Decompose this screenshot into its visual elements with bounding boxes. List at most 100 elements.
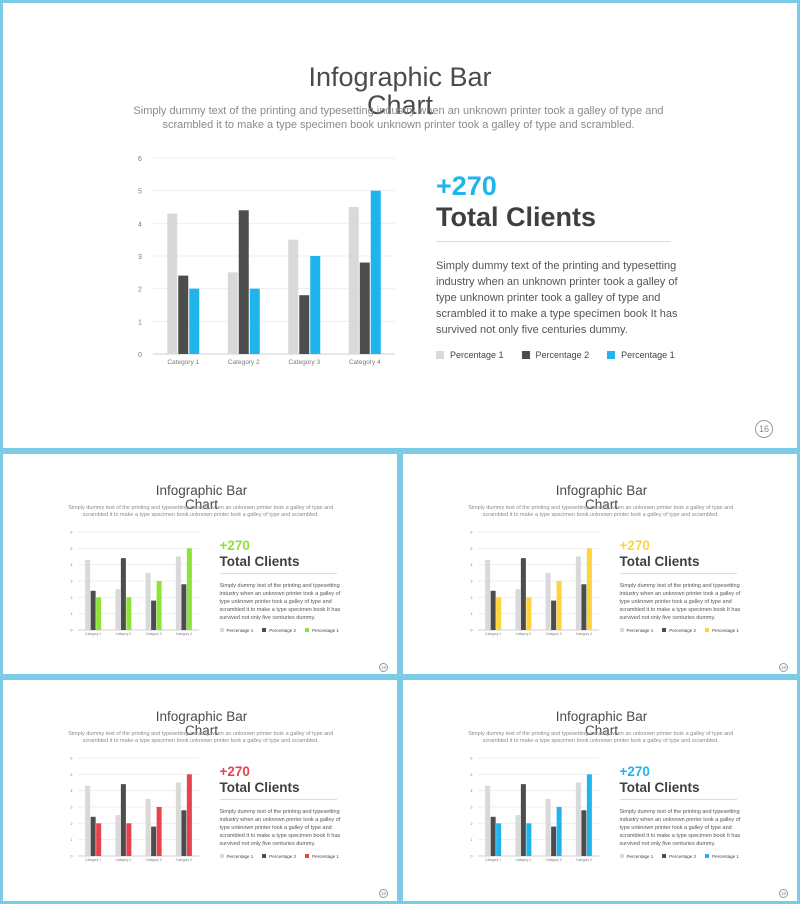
bar-chart: 0 1 2 3 4 5 6 Category 1 Category 2 Category 3 Cat…	[471, 756, 599, 862]
legend-item: Percentage 2	[262, 854, 296, 859]
y-tick-label: 6	[471, 530, 473, 534]
bar	[581, 583, 587, 630]
bar	[151, 826, 157, 856]
bar	[85, 559, 91, 630]
bar	[586, 547, 592, 630]
bar	[496, 596, 502, 630]
bar	[545, 798, 551, 856]
chart-legend: Percentage 1 Percentage 2 Percentage 1	[219, 853, 339, 859]
legend-swatch	[521, 351, 530, 359]
x-tick-label: Category 3	[546, 632, 562, 636]
x-tick-label: Category 3	[546, 858, 562, 862]
legend-label: Percentage 2	[669, 853, 697, 859]
legend-label: Percentage 2	[535, 350, 590, 360]
bar	[151, 600, 157, 630]
bar-chart: 0 1 2 3 4 5 6 Category 1 Category 2 Category 3 Cat…	[471, 530, 599, 636]
bar	[515, 814, 521, 856]
divider	[219, 573, 337, 574]
legend-swatch	[436, 351, 444, 359]
legend-item: Percentage 1	[219, 628, 253, 633]
bar	[496, 822, 502, 856]
slide-title: Infographic Bar Chart	[555, 483, 648, 513]
chart-legend: Percentage 1 Percentage 2 Percentage 1	[619, 854, 739, 859]
bar	[175, 556, 181, 630]
bar	[186, 773, 192, 856]
slide-description: Simply dummy text of the printing and ty…	[468, 504, 734, 518]
stat-title: Total Clients	[219, 779, 300, 795]
bar	[485, 785, 491, 856]
slide-5: Infographic Bar Chart Simply dummy text o…	[400, 677, 800, 904]
bar	[249, 288, 260, 354]
x-tick-label: Category 4	[349, 359, 381, 366]
x-tick-label: Category 2	[228, 359, 260, 366]
bar	[120, 783, 126, 856]
y-tick-label: 4	[138, 221, 142, 228]
slide-description: Simply dummy text of the printing and ty…	[133, 105, 664, 131]
x-tick-label: Category 2	[115, 858, 131, 862]
y-tick-label: 6	[471, 756, 473, 760]
legend-label: Percentage 1	[312, 627, 339, 633]
stat-number: +270	[219, 538, 250, 553]
legend-label: Percentage 1	[226, 853, 254, 859]
bar-chart: 0 1 2 3 4 5 6 Category 1 Category 2 Category 3 Cat…	[71, 530, 199, 636]
bar	[586, 773, 592, 856]
legend-swatch	[705, 628, 710, 632]
bar	[551, 826, 557, 856]
slide-title: Infographic Bar Chart	[155, 709, 248, 739]
legend-swatch	[262, 628, 267, 632]
legend-label: Percentage 2	[269, 853, 297, 859]
bar	[288, 239, 299, 354]
bar	[156, 580, 162, 630]
stat-title: Total Clients	[619, 779, 700, 795]
chart-legend: Percentage 1 Percentage 2 Percentage 1	[436, 350, 675, 360]
bar	[526, 596, 532, 630]
legend-item: Percentage 1	[436, 350, 504, 360]
slide-description: Simply dummy text of the printing and ty…	[468, 730, 734, 744]
bar	[485, 559, 491, 630]
x-tick-label: Category 4	[176, 632, 192, 636]
bar	[551, 600, 557, 630]
bar	[178, 275, 189, 354]
legend-swatch	[219, 854, 224, 858]
bar	[545, 572, 551, 630]
x-tick-label: Category 4	[576, 858, 592, 862]
page-number: 16	[755, 420, 773, 438]
bar	[490, 816, 496, 856]
legend-item: Percentage 2	[662, 854, 696, 859]
legend-item: Percentage 1	[305, 854, 339, 859]
legend-swatch	[662, 854, 667, 858]
bar	[227, 272, 238, 354]
divider	[219, 799, 337, 800]
y-tick-label: 1	[138, 319, 142, 326]
legend-label: Percentage 1	[450, 350, 504, 360]
y-tick-label: 4	[471, 789, 473, 793]
x-tick-label: Category 1	[167, 359, 199, 366]
slide-1: Infographic Bar Chart Simply dummy text o…	[0, 0, 800, 451]
legend-item: Percentage 1	[219, 853, 254, 859]
x-tick-label: Category 2	[515, 858, 531, 862]
bar	[90, 590, 96, 630]
bar	[238, 210, 249, 354]
bar	[126, 596, 132, 630]
bar	[581, 809, 587, 856]
x-tick-label: Category 1	[485, 858, 501, 862]
y-tick-label: 2	[138, 287, 142, 294]
legend-label: Percentage 2	[669, 627, 697, 633]
slide-title: Infographic Bar Chart	[155, 483, 248, 513]
y-tick-label: 5	[138, 189, 142, 196]
bar-chart: 0 1 2 3 4 5 6 Category 1 Category 2 Category 3 Cat…	[138, 156, 395, 366]
stat-description: Simply dummy text of the printing and ty…	[219, 582, 341, 621]
x-tick-label: Category 3	[146, 632, 162, 636]
bar	[556, 806, 562, 856]
divider	[436, 241, 671, 242]
bar	[310, 256, 321, 354]
legend-swatch	[705, 854, 710, 858]
bar	[299, 295, 310, 354]
x-tick-label: Category 1	[485, 632, 501, 636]
bar	[126, 822, 132, 856]
y-tick-label: 0	[71, 854, 73, 858]
bar	[359, 262, 370, 354]
bar	[348, 207, 359, 354]
stat-description: Simply dummy text of the printing and ty…	[619, 808, 741, 847]
chart-legend: Percentage 1 Percentage 2 Percentage 1	[219, 627, 339, 633]
